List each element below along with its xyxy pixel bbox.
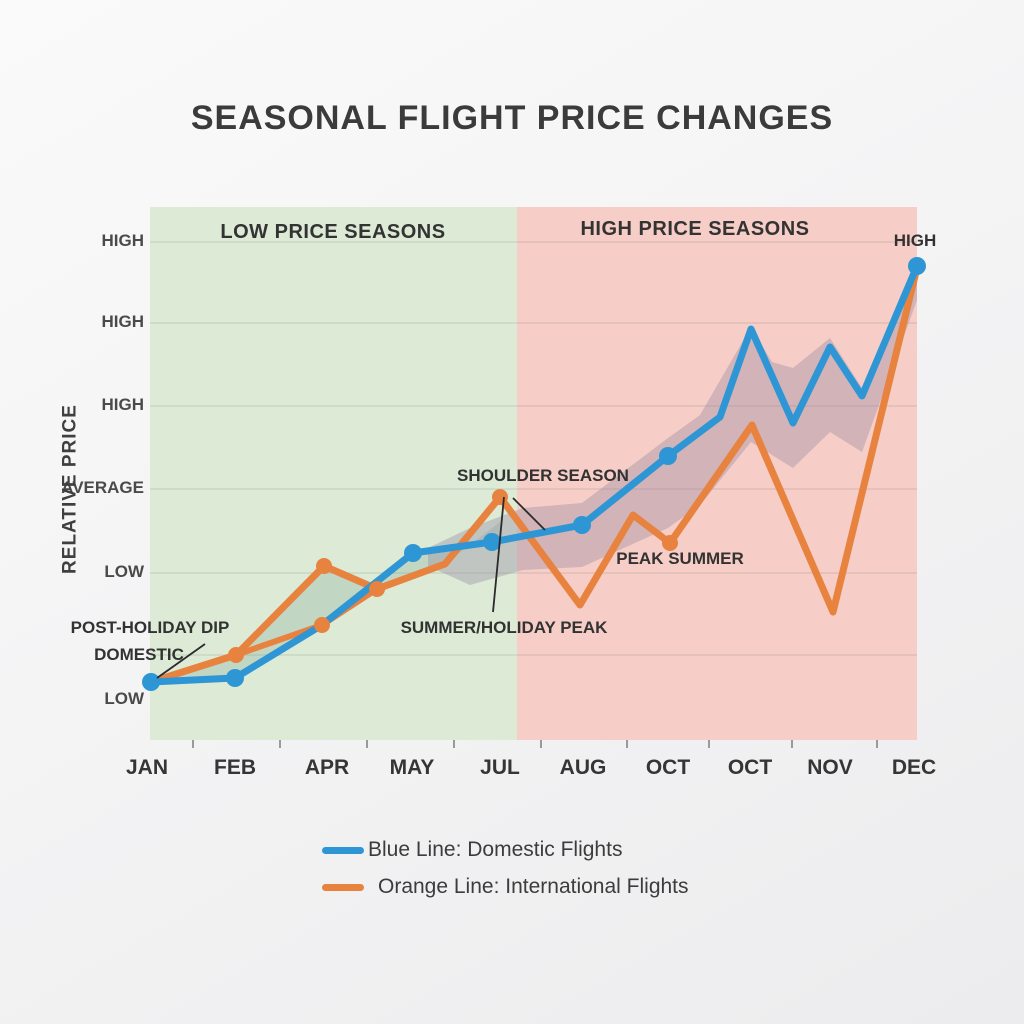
x-tick-jan: JAN xyxy=(125,756,169,779)
international-marker xyxy=(492,489,508,505)
international-marker xyxy=(316,558,332,574)
x-tick-oct-1: OCT xyxy=(645,756,691,779)
international-line xyxy=(147,268,920,686)
annotation-shoulder-season: SHOULDER SEASON xyxy=(457,466,629,485)
x-tick-apr: APR xyxy=(304,756,350,779)
annotation-peak-summer: PEAK SUMMER xyxy=(616,549,744,568)
region-label-high-price: HIGH PRICE SEASONS xyxy=(580,218,810,240)
x-tick-may: MAY xyxy=(389,756,435,779)
domestic-marker xyxy=(659,447,677,465)
region-label-low-price: LOW PRICE SEASONS xyxy=(220,221,446,243)
x-tick-oct-2: OCT xyxy=(727,756,773,779)
domestic-marker xyxy=(483,533,501,551)
x-tick-aug: AUG xyxy=(559,756,607,779)
y-tick-high-3: HIGH xyxy=(101,395,145,414)
y-tick-low-1: LOW xyxy=(104,562,144,581)
domestic-marker xyxy=(573,516,591,534)
y-axis-title: RELATIVE PRICE xyxy=(59,404,81,574)
callout-summer-peak xyxy=(492,496,505,613)
domestic-marker xyxy=(226,669,244,687)
domestic-marker xyxy=(908,257,926,275)
legend-swatch-international xyxy=(322,884,364,891)
callout-shoulder xyxy=(512,497,546,531)
international-marker xyxy=(314,617,330,633)
annotation-post-holiday-dip: POST-HOLIDAY DIP xyxy=(70,618,230,637)
y-tick-average: AVERAGE xyxy=(61,478,144,497)
x-tick-feb: FEB xyxy=(214,756,256,779)
y-tick-high-2: HIGH xyxy=(101,312,145,331)
legend-label-international: Orange Line: International Flights xyxy=(378,875,689,898)
domestic-marker xyxy=(404,544,422,562)
annotation-summer-holiday-peak: SUMMER/HOLIDAY PEAK xyxy=(400,618,608,637)
x-tick-dec: DEC xyxy=(891,756,937,779)
band-low-season xyxy=(151,522,500,682)
annotation-high-dec: HIGH xyxy=(893,231,937,250)
callout-post-holiday xyxy=(156,643,206,679)
domestic-marker xyxy=(142,673,160,691)
x-tick-nov: NOV xyxy=(807,756,853,779)
band-high-season xyxy=(428,264,917,585)
international-marker xyxy=(228,647,244,663)
international-marker xyxy=(369,581,385,597)
region-low-price xyxy=(150,207,517,740)
legend-swatch-domestic xyxy=(322,847,364,854)
y-tick-low-2: LOW xyxy=(104,689,144,708)
legend-label-domestic: Blue Line: Domestic Flights xyxy=(368,838,623,861)
international-marker xyxy=(662,535,678,551)
y-tick-high-1: HIGH xyxy=(101,231,145,250)
annotation-domestic: DOMESTIC xyxy=(94,645,184,664)
x-tick-jul: JUL xyxy=(480,756,520,779)
chart-title: SEASONAL FLIGHT PRICE CHANGES xyxy=(190,99,834,137)
